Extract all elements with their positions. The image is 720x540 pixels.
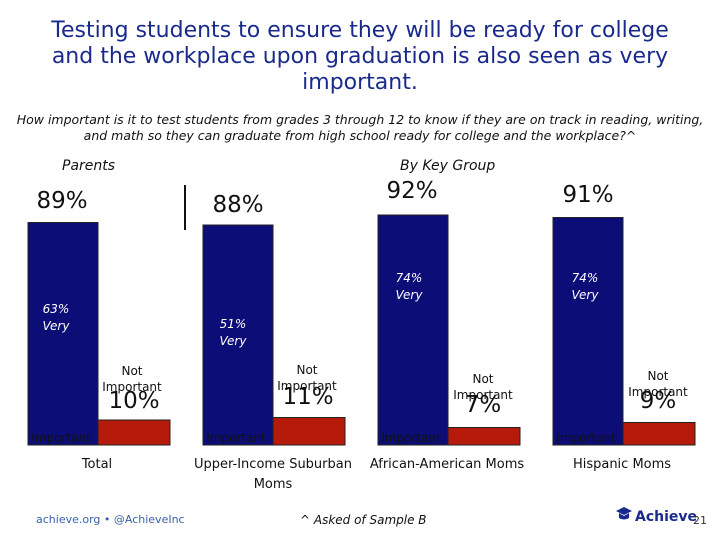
bar-not-important-2 bbox=[447, 427, 521, 446]
important-bar-label-1: Important bbox=[206, 431, 266, 445]
very-label-word-3: Very bbox=[572, 288, 600, 302]
bar-important-3 bbox=[552, 217, 624, 446]
value-label-important-1: 88% bbox=[212, 192, 263, 218]
very-label-pct-1: 51% bbox=[220, 317, 247, 331]
bar-not-important-0 bbox=[97, 419, 171, 446]
value-label-not-important-3: 9% bbox=[640, 388, 677, 414]
category-label-3: Hispanic Moms bbox=[573, 457, 671, 472]
value-label-important-0: 89% bbox=[36, 188, 87, 214]
value-label-important-3: 91% bbox=[562, 182, 613, 208]
parents-label: Parents bbox=[62, 158, 116, 174]
bar-important-1 bbox=[202, 224, 274, 446]
not-important-word2-0: Important bbox=[102, 380, 162, 394]
achieve-logo: Achieve bbox=[615, 505, 698, 531]
footer-note: ^ Asked of Sample B bbox=[300, 513, 427, 527]
survey-question: How important is it to test students fro… bbox=[16, 112, 704, 143]
category-label-1-line2: Moms bbox=[254, 477, 293, 492]
not-important-word1-2: Not bbox=[472, 372, 493, 386]
bar-not-important-1 bbox=[272, 417, 346, 446]
very-label-pct-3: 74% bbox=[572, 271, 599, 285]
important-bar-label-3: Important bbox=[556, 431, 616, 445]
not-important-word2-2: Important bbox=[453, 388, 513, 402]
bar-not-important-3 bbox=[622, 422, 696, 446]
category-label-2: African-American Moms bbox=[370, 457, 525, 472]
value-label-not-important-0: 10% bbox=[108, 388, 159, 414]
category-label-0: Total bbox=[81, 457, 112, 472]
very-label-word-0: Very bbox=[43, 319, 71, 333]
bar-important-2 bbox=[377, 214, 449, 446]
very-label-word-1: Very bbox=[220, 334, 248, 348]
not-important-word1-3: Not bbox=[647, 369, 668, 383]
value-label-not-important-1: 11% bbox=[282, 384, 333, 410]
value-label-important-2: 92% bbox=[386, 178, 437, 204]
not-important-word1-0: Not bbox=[121, 364, 142, 378]
not-important-word2-3: Important bbox=[628, 385, 688, 399]
bar-important-0 bbox=[27, 222, 99, 446]
footer-site[interactable]: achieve.org • @AchieveInc bbox=[36, 513, 185, 526]
very-label-pct-2: 74% bbox=[396, 271, 423, 285]
category-label-1-line1: Upper-Income Suburban bbox=[194, 457, 352, 472]
slide-title: Testing students to ensure they will be … bbox=[51, 18, 669, 95]
important-bar-label-2: Important bbox=[381, 431, 441, 445]
not-important-word1-1: Not bbox=[296, 363, 317, 377]
important-bar-label-0: Important bbox=[31, 431, 91, 445]
very-label-pct-0: 63% bbox=[43, 302, 70, 316]
logo-text: Achieve bbox=[635, 509, 698, 525]
very-label-word-2: Very bbox=[396, 288, 424, 302]
graduation-cap-icon bbox=[616, 507, 632, 520]
page-number: 21 bbox=[693, 514, 707, 527]
not-important-word2-1: Important bbox=[277, 379, 337, 393]
value-label-not-important-2: 7% bbox=[465, 392, 502, 418]
by-key-group-label: By Key Group bbox=[400, 158, 496, 174]
